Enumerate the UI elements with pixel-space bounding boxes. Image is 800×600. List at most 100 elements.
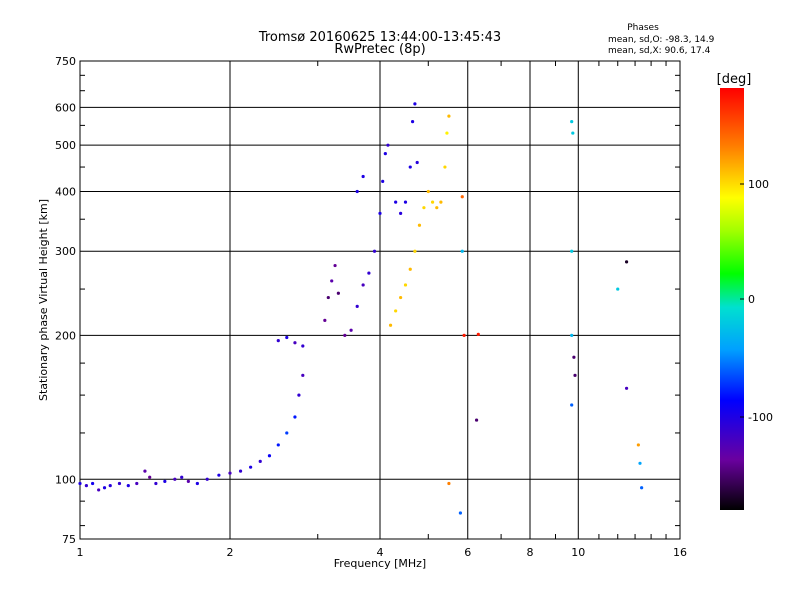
data-point bbox=[573, 373, 577, 377]
data-point bbox=[330, 279, 334, 283]
data-point bbox=[570, 403, 574, 407]
y-tick-label: 400 bbox=[55, 185, 76, 198]
data-point bbox=[343, 333, 347, 337]
data-point bbox=[148, 475, 152, 479]
data-point bbox=[249, 465, 253, 469]
data-point bbox=[361, 283, 365, 287]
data-point bbox=[426, 189, 430, 194]
x-axis-label: Frequency [MHz] bbox=[334, 557, 426, 570]
data-point bbox=[205, 477, 209, 481]
data-point bbox=[638, 461, 642, 465]
chart-subtitle: RwPretec (8p) bbox=[334, 42, 425, 57]
data-point bbox=[108, 484, 112, 488]
data-point bbox=[394, 309, 398, 313]
data-point bbox=[355, 189, 359, 194]
data-point bbox=[445, 131, 449, 135]
data-point bbox=[616, 287, 620, 291]
data-point bbox=[84, 484, 88, 488]
x-tick-label: 10 bbox=[571, 546, 585, 559]
data-point bbox=[217, 473, 221, 477]
data-point bbox=[285, 431, 289, 435]
data-point bbox=[386, 143, 390, 147]
data-point bbox=[78, 481, 82, 486]
data-point bbox=[297, 393, 301, 397]
data-point bbox=[97, 488, 101, 492]
colorbar-label: [deg] bbox=[717, 72, 752, 87]
data-point bbox=[258, 459, 262, 463]
data-point bbox=[349, 328, 353, 332]
data-point bbox=[383, 152, 387, 156]
data-point bbox=[460, 195, 464, 199]
data-point bbox=[267, 454, 272, 458]
y-axis-label: Stationary phase Virtual Height [km] bbox=[37, 199, 50, 401]
axis-ticks bbox=[80, 61, 680, 539]
data-point bbox=[624, 260, 629, 264]
data-point bbox=[570, 333, 574, 337]
data-point bbox=[117, 481, 122, 486]
x-tick-label: 6 bbox=[464, 546, 471, 559]
y-tick-label: 100 bbox=[55, 473, 76, 486]
data-point bbox=[326, 295, 330, 300]
data-point bbox=[126, 484, 130, 488]
data-point bbox=[474, 418, 479, 422]
data-point bbox=[381, 179, 385, 183]
data-point bbox=[408, 165, 412, 169]
data-point bbox=[439, 200, 443, 204]
data-point bbox=[447, 114, 451, 118]
x-tick-label: 16 bbox=[673, 546, 687, 559]
x-tick-labels: 1 2 4 6 8 10 16 bbox=[77, 546, 688, 559]
data-point bbox=[640, 486, 644, 490]
y-tick-label: 75 bbox=[62, 533, 76, 546]
x-tick-label: 4 bbox=[377, 546, 384, 559]
data-point bbox=[388, 323, 393, 327]
data-point bbox=[399, 211, 403, 215]
data-point bbox=[415, 160, 419, 165]
data-point bbox=[458, 511, 463, 515]
data-point bbox=[378, 211, 382, 215]
data-point bbox=[355, 304, 359, 308]
data-point bbox=[410, 120, 415, 124]
data-point bbox=[173, 477, 177, 481]
data-point bbox=[276, 339, 280, 343]
data-point bbox=[408, 267, 412, 271]
data-point bbox=[571, 131, 575, 135]
data-point bbox=[570, 120, 574, 124]
data-point bbox=[476, 332, 480, 336]
data-point bbox=[323, 318, 327, 322]
data-point bbox=[413, 249, 417, 253]
data-point bbox=[163, 479, 167, 483]
data-points bbox=[78, 102, 644, 515]
data-point bbox=[301, 373, 305, 377]
data-point bbox=[462, 333, 466, 337]
y-tick-label: 300 bbox=[55, 245, 76, 258]
phase-stats-heading: Phases bbox=[627, 23, 659, 33]
data-point bbox=[336, 291, 340, 295]
data-point bbox=[180, 475, 184, 479]
data-point bbox=[91, 481, 95, 486]
data-point bbox=[417, 223, 422, 227]
data-point bbox=[430, 200, 435, 204]
y-tick-label: 600 bbox=[55, 101, 76, 114]
data-point bbox=[422, 206, 426, 210]
data-point bbox=[443, 165, 447, 169]
data-point bbox=[403, 283, 408, 287]
data-point bbox=[447, 481, 451, 486]
y-tick-label: 200 bbox=[55, 329, 76, 342]
data-point bbox=[228, 471, 232, 475]
grid-lines bbox=[80, 61, 680, 539]
colorbar-tick-label: 100 bbox=[748, 178, 769, 191]
data-point bbox=[102, 486, 107, 490]
colorbar-tick-label: 0 bbox=[748, 293, 755, 306]
data-point bbox=[195, 481, 199, 486]
data-point bbox=[367, 271, 371, 275]
data-point bbox=[403, 200, 408, 204]
data-point bbox=[186, 479, 190, 483]
data-point bbox=[435, 206, 439, 210]
data-point bbox=[285, 335, 289, 340]
data-point bbox=[143, 469, 147, 473]
data-point bbox=[361, 174, 365, 179]
x-tick-label: 2 bbox=[227, 546, 234, 559]
x-tick-label: 8 bbox=[527, 546, 534, 559]
data-point bbox=[293, 415, 297, 419]
